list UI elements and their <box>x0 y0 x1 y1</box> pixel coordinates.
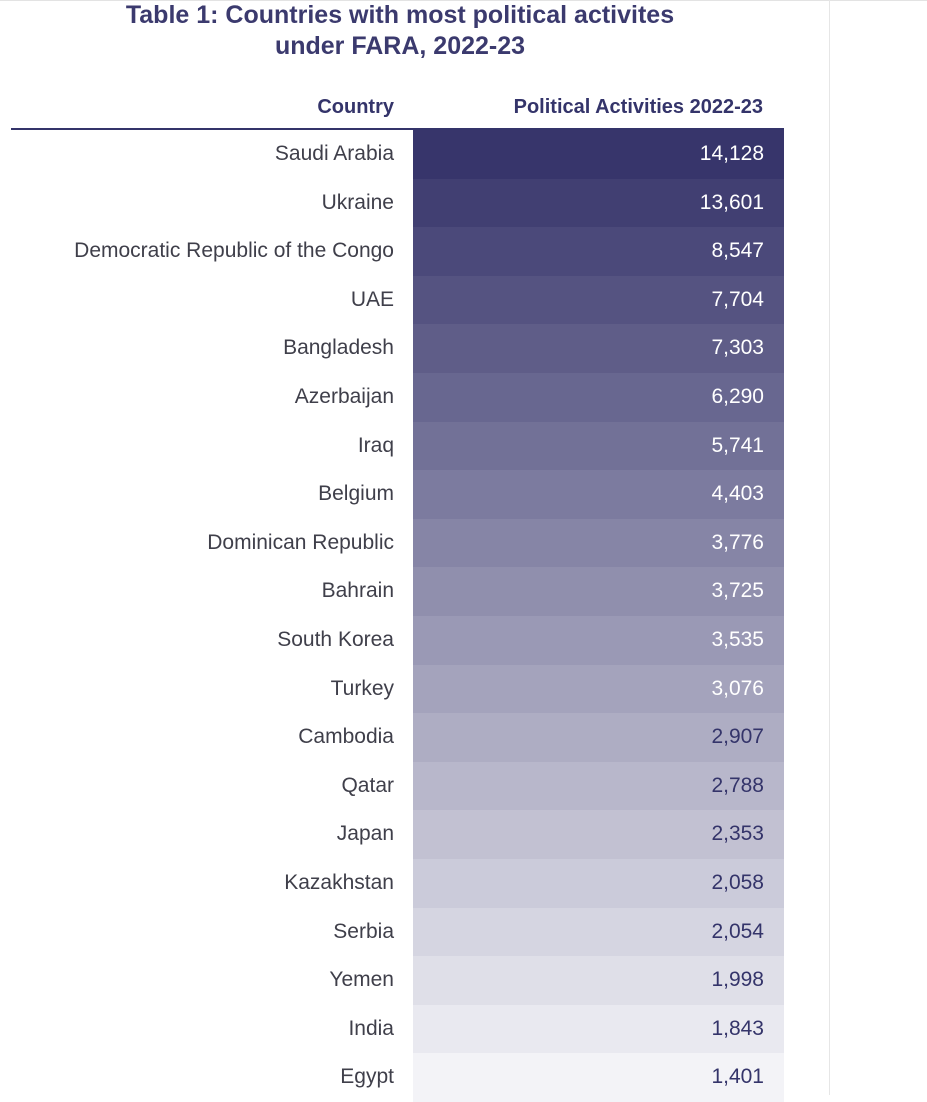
value-cell: 3,725 <box>413 567 784 616</box>
value-text: 7,704 <box>711 287 764 311</box>
value-text: 14,128 <box>699 142 764 165</box>
table-row: Bangladesh 7,303 <box>0 324 927 373</box>
table-row: Belgium 4,403 <box>0 470 927 519</box>
table-body: Saudi Arabia 14,128 Ukraine 13,601 Democrati… <box>0 130 927 1102</box>
header-rule <box>11 128 784 130</box>
value-cell: 5,741 <box>413 421 784 471</box>
value-text: 1,998 <box>711 968 764 992</box>
table-row: UAE 7,704 <box>0 275 927 325</box>
table-row: India 1,843 <box>0 1004 927 1054</box>
country-cell: Democratic Republic of the Congo <box>74 239 394 263</box>
table-row: Turkey 3,076 <box>0 664 927 714</box>
country-cell: Bahrain <box>321 579 394 603</box>
value-cell: 7,303 <box>413 324 784 373</box>
table-row: Serbia 2,054 <box>0 907 927 957</box>
value-text: 2,907 <box>711 725 764 749</box>
value-cell: 13,601 <box>413 178 784 228</box>
top-border <box>0 0 927 1</box>
value-text: 7,303 <box>711 336 764 360</box>
column-header-country: Country <box>317 96 394 118</box>
value-text: 1,401 <box>711 1065 764 1089</box>
value-cell: 3,076 <box>413 664 784 714</box>
country-cell: Azerbaijan <box>294 384 394 408</box>
value-cell: 14,128 <box>413 130 784 179</box>
value-cell: 3,535 <box>413 615 784 665</box>
table-row: Democratic Republic of the Congo 8,547 <box>0 227 927 276</box>
country-cell: Saudi Arabia <box>274 142 394 165</box>
country-cell: Dominican Republic <box>207 530 394 554</box>
country-cell: Yemen <box>329 968 394 992</box>
value-cell: 4,403 <box>413 470 784 519</box>
value-text: 6,290 <box>711 384 764 408</box>
value-cell: 8,547 <box>413 227 784 276</box>
table-row: Kazakhstan 2,058 <box>0 858 927 908</box>
value-text: 3,725 <box>711 579 764 603</box>
value-text: 2,788 <box>711 773 764 797</box>
country-cell: Turkey <box>330 676 394 700</box>
value-cell: 2,788 <box>413 761 784 811</box>
country-cell: South Korea <box>277 627 394 651</box>
value-text: 2,058 <box>711 870 764 894</box>
country-cell: India <box>348 1016 394 1040</box>
value-text: 3,776 <box>711 530 764 554</box>
table-row: Bahrain 3,725 <box>0 567 927 616</box>
value-text: 5,741 <box>711 433 764 457</box>
value-text: 2,054 <box>711 919 764 943</box>
country-cell: Kazakhstan <box>284 870 394 894</box>
value-text: 3,076 <box>711 676 764 700</box>
value-text: 1,843 <box>711 1016 764 1040</box>
right-divider <box>829 0 830 1095</box>
country-cell: Cambodia <box>298 725 394 749</box>
value-cell: 1,843 <box>413 1004 784 1054</box>
table-row: Japan 2,353 <box>0 810 927 859</box>
country-cell: Bangladesh <box>283 336 394 360</box>
country-cell: Japan <box>336 822 394 846</box>
value-cell: 3,776 <box>413 518 784 568</box>
table-row: Azerbaijan 6,290 <box>0 372 927 422</box>
value-cell: 2,907 <box>413 713 784 762</box>
table-row: South Korea 3,535 <box>0 615 927 665</box>
table-row: Dominican Republic 3,776 <box>0 518 927 568</box>
country-cell: Ukraine <box>321 190 394 214</box>
country-cell: UAE <box>350 287 394 311</box>
country-cell: Iraq <box>357 433 394 457</box>
value-text: 4,403 <box>711 482 764 506</box>
table-title-line-1: Table 1: Countries with most political a… <box>125 1 675 29</box>
table-row: Ukraine 13,601 <box>0 178 927 228</box>
table-title-line-2: under FARA, 2022-23 <box>274 32 526 60</box>
value-cell: 1,401 <box>413 1053 784 1102</box>
value-text: 13,601 <box>699 190 764 214</box>
value-cell: 2,054 <box>413 907 784 957</box>
table-row: Saudi Arabia 14,128 <box>0 130 927 179</box>
column-header-political-activities: Political Activities 2022-23 <box>513 96 763 118</box>
table-row: Qatar 2,788 <box>0 761 927 811</box>
table-row: Iraq 5,741 <box>0 421 927 471</box>
table-row: Cambodia 2,907 <box>0 713 927 762</box>
country-cell: Qatar <box>341 773 394 797</box>
value-cell: 1,998 <box>413 956 784 1005</box>
country-cell: Egypt <box>340 1065 394 1089</box>
value-cell: 7,704 <box>413 275 784 325</box>
table-row: Yemen 1,998 <box>0 956 927 1005</box>
value-text: 2,353 <box>711 822 764 846</box>
value-cell: 2,353 <box>413 810 784 859</box>
value-cell: 2,058 <box>413 858 784 908</box>
table-row: Egypt 1,401 <box>0 1053 927 1102</box>
value-text: 8,547 <box>711 239 764 263</box>
country-cell: Belgium <box>318 482 394 506</box>
value-text: 3,535 <box>711 627 764 651</box>
value-cell: 6,290 <box>413 372 784 422</box>
country-cell: Serbia <box>333 919 394 943</box>
